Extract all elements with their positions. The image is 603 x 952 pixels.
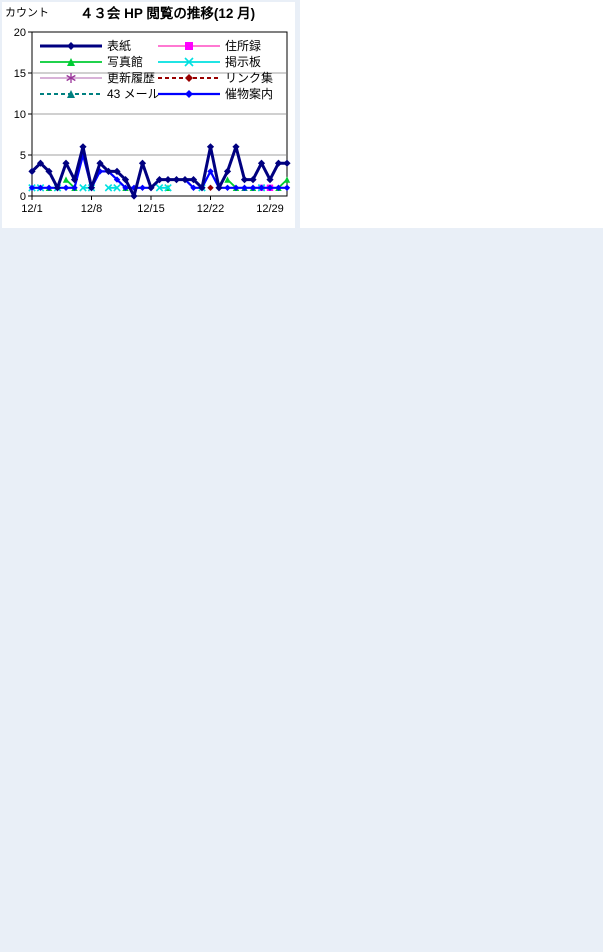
legend-label: 更新履歴 (107, 70, 155, 85)
y-tick-label: 15 (14, 68, 26, 80)
x-tick-label: 12/1 (21, 203, 42, 215)
x-tick-label: 12/15 (137, 203, 165, 215)
line-chart-december: カウント ４３会 HP 閲覧の推移(12 月) 0 5 10 15 20 12/1 12/8 12… (2, 2, 295, 228)
y-tick-label: 5 (20, 150, 26, 162)
y-tick-label: 20 (14, 27, 26, 39)
legend-label: 住所録 (225, 38, 261, 53)
series-表紙 (28, 143, 291, 200)
series-リンク集 (207, 184, 214, 191)
y-tick-label: 10 (14, 109, 26, 121)
legend-label: 表紙 (107, 38, 131, 53)
chart-title: ４３会 HP 閲覧の推移(12 月) (80, 5, 255, 21)
legend-label: 掲示板 (225, 54, 261, 69)
line-chart-svg: カウント ４３会 HP 閲覧の推移(12 月) 0 5 10 15 20 12/1 12/8 12… (5, 5, 291, 215)
legend-label: リンク集 (225, 70, 273, 85)
legend-label: 催物案内 (225, 86, 273, 101)
legend-label: 43 メール (107, 87, 160, 101)
x-tick-label: 12/29 (256, 203, 284, 215)
bar-chart-december (300, 0, 603, 228)
x-tick-label: 12/22 (197, 203, 225, 215)
legend-label: 写真館 (107, 54, 143, 69)
x-tick-label: 12/8 (81, 203, 102, 215)
y-tick-label: 0 (20, 191, 26, 203)
y-axis-label: カウント (5, 6, 49, 19)
